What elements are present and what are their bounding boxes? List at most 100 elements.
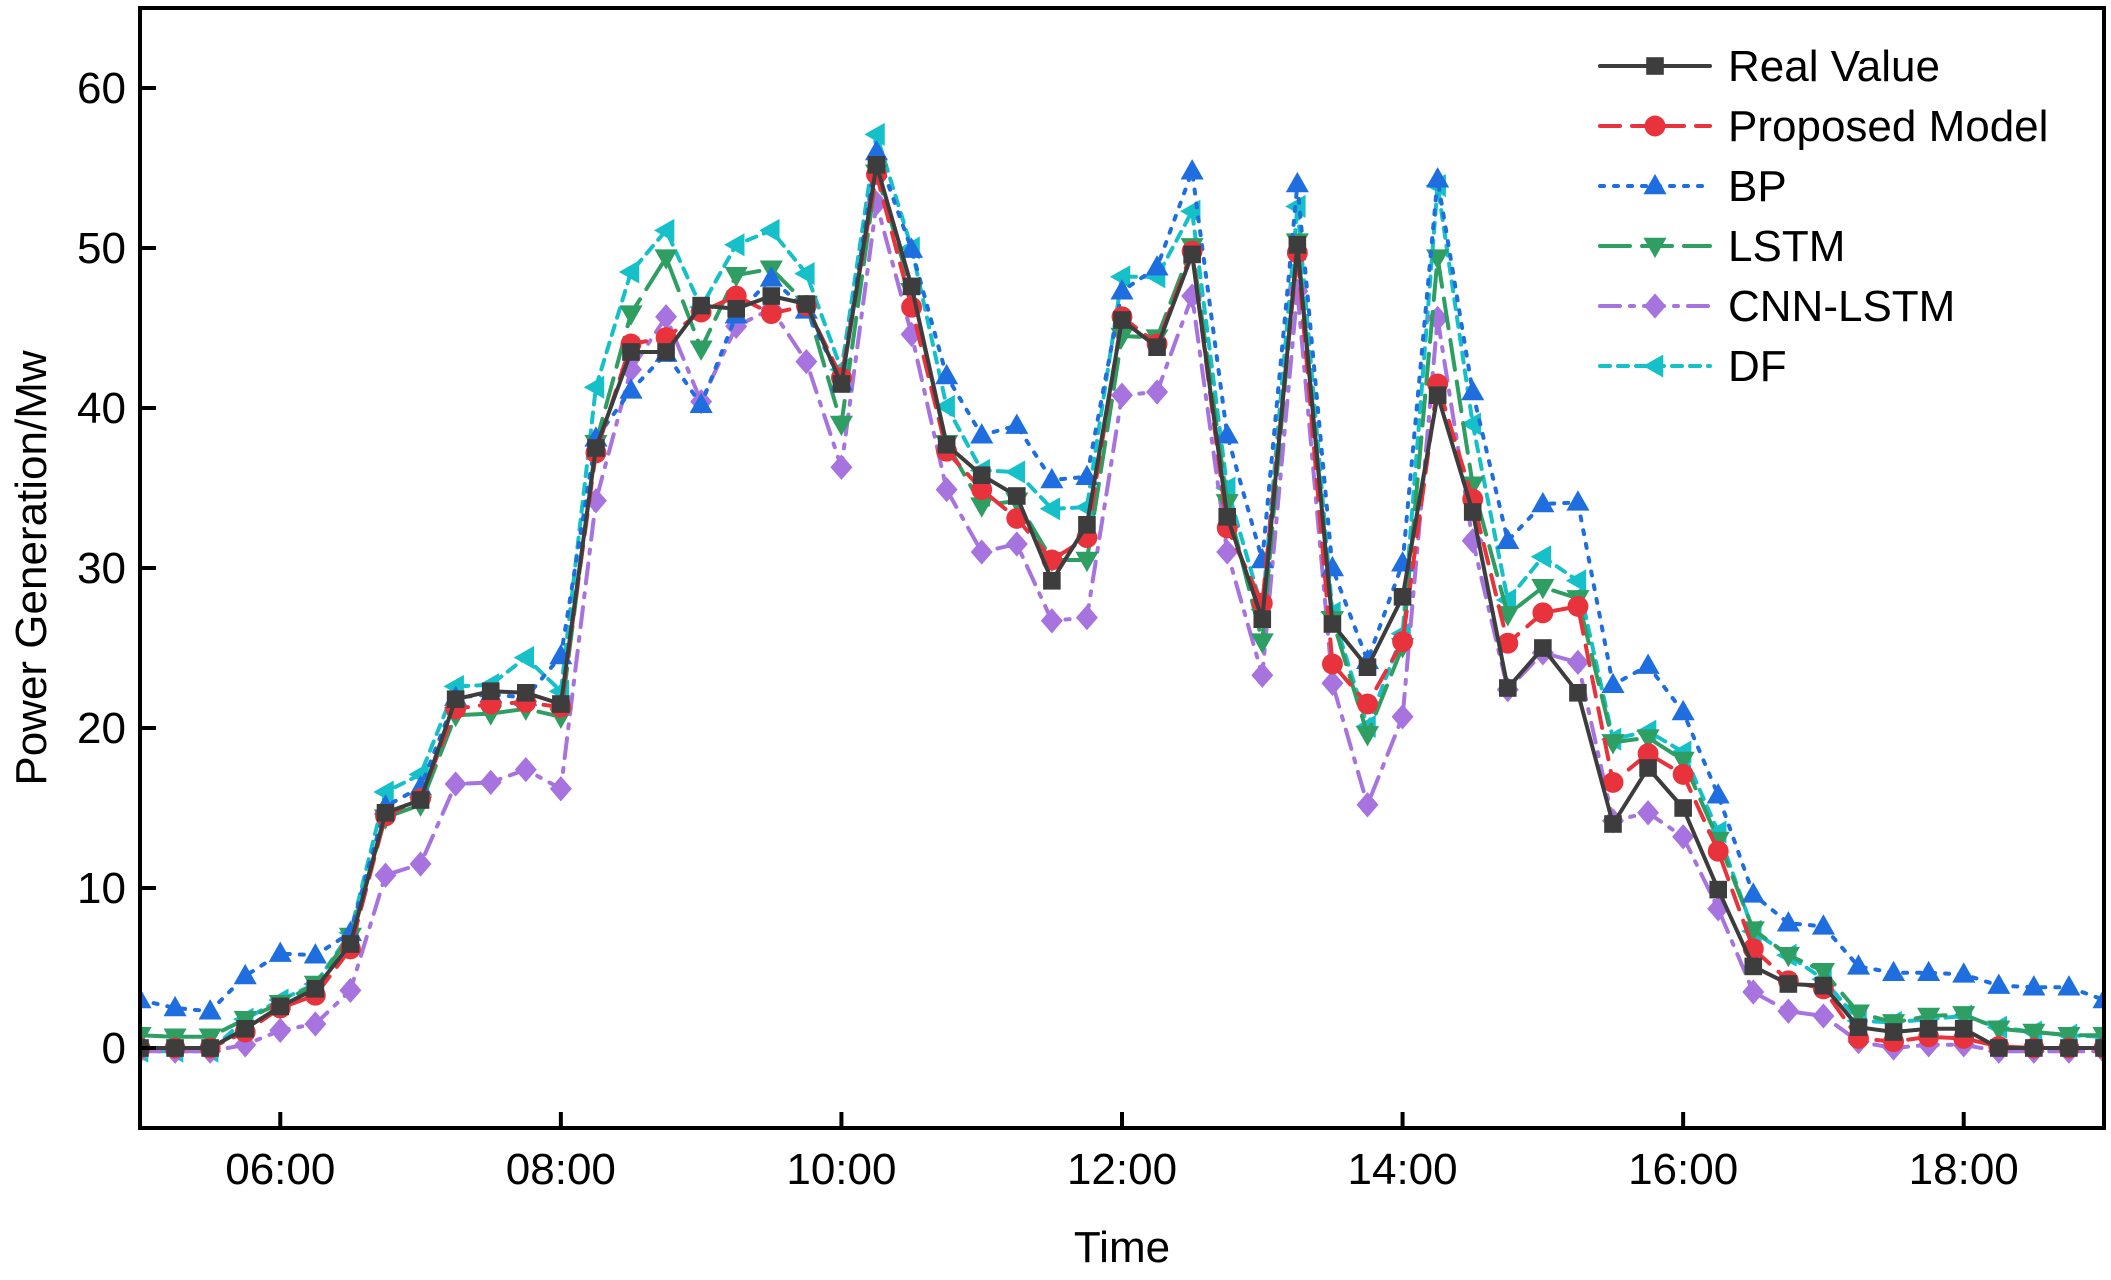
data-point [2057, 975, 2081, 996]
data-point [1075, 604, 1098, 631]
plot-area [140, 122, 2104, 1064]
data-point [1742, 979, 1765, 1005]
data-point [1323, 615, 1342, 633]
legend-entry: Real Value [1598, 42, 1940, 91]
data-point [971, 479, 993, 501]
legend-label: Proposed Model [1728, 102, 2048, 151]
data-point [727, 300, 746, 318]
legend-entry: BP [1598, 162, 1787, 211]
data-point [867, 156, 886, 174]
data-point [1146, 379, 1169, 405]
data-point [902, 277, 921, 296]
x-tick-label: 16:00 [1628, 1145, 1738, 1194]
data-point [481, 682, 500, 700]
data-point [864, 122, 885, 146]
data-point [1779, 975, 1798, 993]
legend-label: CNN-LSTM [1728, 282, 1955, 331]
y-tick-label: 30 [77, 544, 126, 593]
data-point [1604, 815, 1622, 833]
data-point [1636, 729, 1660, 750]
legend-entry: LSTM [1598, 222, 1845, 271]
data-point [1741, 921, 1765, 942]
y-tick-label: 20 [77, 704, 126, 753]
data-point [1111, 382, 1133, 408]
data-point [1356, 792, 1379, 818]
data-point [1987, 973, 2011, 994]
data-point [1109, 265, 1131, 289]
data-point [1952, 962, 1976, 983]
data-point [1776, 946, 1800, 968]
data-point [689, 392, 713, 414]
data-point [2060, 1039, 2078, 1057]
data-point [795, 348, 818, 375]
data-point [1078, 516, 1096, 534]
data-point [1919, 1020, 1938, 1038]
data-point [269, 1017, 292, 1044]
data-point [935, 363, 959, 385]
data-point [1183, 245, 1201, 264]
data-point [2057, 1026, 2081, 1048]
data-point [1671, 751, 1695, 773]
data-point [306, 980, 325, 998]
legend-marker [1644, 115, 1666, 137]
data-point [1463, 503, 1482, 521]
data-point [411, 791, 430, 809]
data-point [1671, 699, 1695, 721]
data-point [1639, 759, 1657, 777]
data-point [1285, 171, 1309, 193]
data-point [1496, 528, 1520, 550]
data-point [1531, 491, 1555, 513]
data-point [516, 684, 535, 702]
data-point [1601, 672, 1625, 694]
data-point [1428, 386, 1447, 404]
data-point [760, 303, 782, 325]
data-point [446, 690, 465, 708]
data-point [937, 436, 956, 454]
data-point [935, 476, 958, 503]
data-point [1181, 283, 1204, 309]
data-point [762, 287, 781, 305]
data-point [1145, 255, 1169, 276]
data-point [1218, 508, 1237, 526]
data-point [1039, 497, 1061, 521]
data-point [1110, 327, 1134, 349]
data-point [618, 260, 640, 284]
x-tick-label: 10:00 [786, 1145, 896, 1194]
data-point [1358, 658, 1377, 676]
data-point [1846, 1004, 1871, 1025]
data-point [1777, 998, 1800, 1024]
y-tick-label: 60 [77, 64, 126, 113]
legend-entry: Proposed Model [1598, 102, 2048, 151]
data-point [166, 1039, 184, 1057]
data-point [374, 862, 397, 888]
data-point [1355, 726, 1380, 747]
data-point [1566, 649, 1589, 676]
data-point [830, 454, 853, 480]
data-point [1706, 783, 1730, 804]
data-point [1180, 159, 1204, 180]
data-point [236, 1020, 255, 1038]
y-tick-label: 0 [102, 1024, 126, 1073]
data-point [1321, 653, 1343, 675]
data-point [1849, 1018, 1868, 1036]
data-point [619, 378, 643, 399]
data-point [1812, 1003, 1835, 1029]
y-tick-label: 50 [77, 224, 126, 273]
data-point [341, 935, 360, 953]
data-point [1882, 960, 1906, 982]
data-point [832, 375, 851, 393]
data-point [1040, 467, 1064, 489]
data-point [1672, 824, 1695, 850]
data-point [970, 497, 994, 518]
data-point [514, 756, 537, 783]
data-point [1007, 487, 1026, 505]
legend-marker [1644, 293, 1666, 319]
data-point [549, 776, 572, 802]
data-point [2022, 1023, 2046, 1045]
data-point [1075, 551, 1099, 573]
data-point [1498, 679, 1517, 697]
data-point [1741, 882, 1765, 903]
data-point [1531, 578, 1555, 600]
data-point [1460, 412, 1481, 436]
